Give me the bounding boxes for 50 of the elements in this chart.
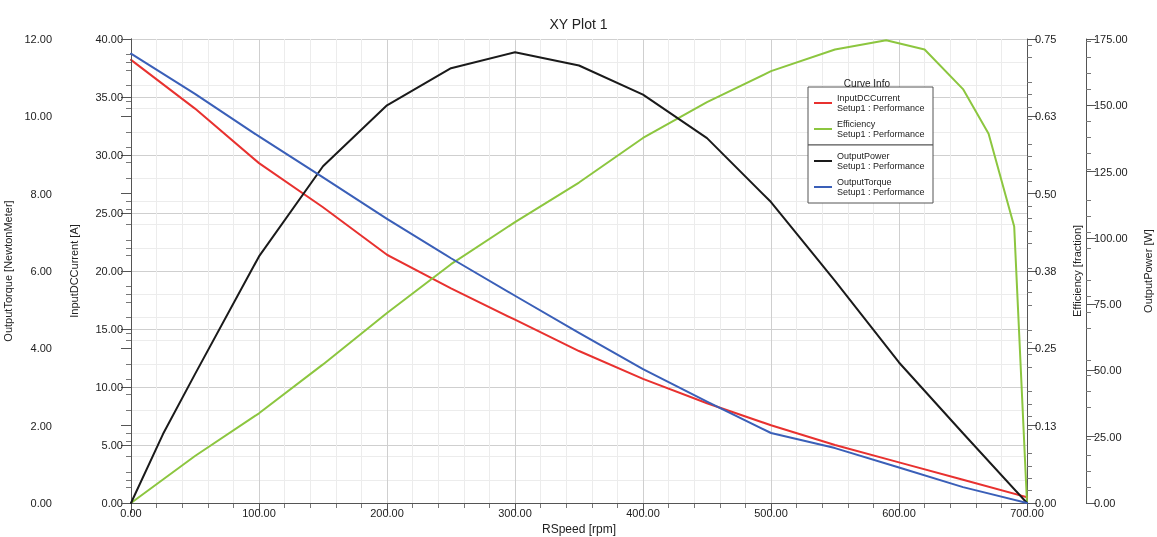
y2-tick-label: 0.50 xyxy=(1035,187,1057,200)
y2-tick-label: 0.75 xyxy=(1035,33,1057,45)
y-tick-label: 12.00 xyxy=(24,33,52,45)
y-tick-label: 10.00 xyxy=(24,110,52,123)
y-tick-label: 40.00 xyxy=(95,33,123,45)
y2-axis-title: Efficiency [fraction] xyxy=(1070,224,1083,318)
y-tick-label: 20.00 xyxy=(95,265,123,277)
y2-tick-label: 0.00 xyxy=(1035,497,1057,509)
y2-tick-label: 0.38 xyxy=(1035,265,1057,277)
y2-axis-title: OutputPower [W] xyxy=(1141,229,1154,313)
x-tick-label: 100.00 xyxy=(242,506,276,519)
y2-tick-label: 125.00 xyxy=(1094,165,1128,178)
y2-tick-label: 0.00 xyxy=(1094,497,1116,509)
x-tick-label: 200.00 xyxy=(370,506,404,519)
legend-label: OutputPower Setup1 : Performance xyxy=(837,151,925,171)
x-axis-title: RSpeed [rpm] xyxy=(541,521,617,536)
legend-title: Curve Info xyxy=(843,77,891,89)
legend-label: OutputTorque Setup1 : Performance xyxy=(837,177,925,197)
y-tick-label: 2.00 xyxy=(30,419,52,432)
y-tick-label: 0.00 xyxy=(101,497,123,509)
y-tick-label: 10.00 xyxy=(95,381,123,393)
y2-tick-label: 100.00 xyxy=(1094,231,1128,244)
x-tick-label: 0.00 xyxy=(120,506,142,519)
y-tick-label: 25.00 xyxy=(95,207,123,219)
chart-title: XY Plot 1 xyxy=(549,16,608,32)
y2-tick-label: 0.13 xyxy=(1035,419,1057,432)
y2-tick-label: 50.00 xyxy=(1094,364,1122,377)
x-tick-label: 500.00 xyxy=(754,506,788,519)
y2-tick-label: 175.00 xyxy=(1094,33,1128,45)
y-tick-label: 6.00 xyxy=(30,265,52,277)
y-tick-label: 8.00 xyxy=(30,187,52,200)
x-tick-label: 700.00 xyxy=(1010,506,1044,519)
y-tick-label: 35.00 xyxy=(95,91,123,103)
y-tick-label: 4.00 xyxy=(30,342,52,355)
x-tick-label: 600.00 xyxy=(882,506,916,519)
y-tick-label: 0.00 xyxy=(30,497,52,509)
y2-tick-label: 150.00 xyxy=(1094,99,1128,112)
y-tick-label: 5.00 xyxy=(101,439,123,451)
y-tick-label: 30.00 xyxy=(95,149,123,161)
x-tick-label: 300.00 xyxy=(498,506,532,519)
y2-tick-label: 0.63 xyxy=(1035,110,1057,123)
y2-tick-label: 0.25 xyxy=(1035,342,1057,355)
legend-label: Efficiency Setup1 : Performance xyxy=(837,119,925,139)
y-axis-title: InputDCCurrent [A] xyxy=(67,224,80,318)
x-tick-label: 400.00 xyxy=(626,506,660,519)
y-tick-label: 15.00 xyxy=(95,323,123,335)
y2-tick-label: 25.00 xyxy=(1094,430,1122,443)
y-axis-title: OutputTorque [NewtonMeter] xyxy=(2,200,15,342)
legend-label: InputDCCurrent Setup1 : Performance xyxy=(837,93,925,113)
y2-tick-label: 75.00 xyxy=(1094,298,1122,311)
